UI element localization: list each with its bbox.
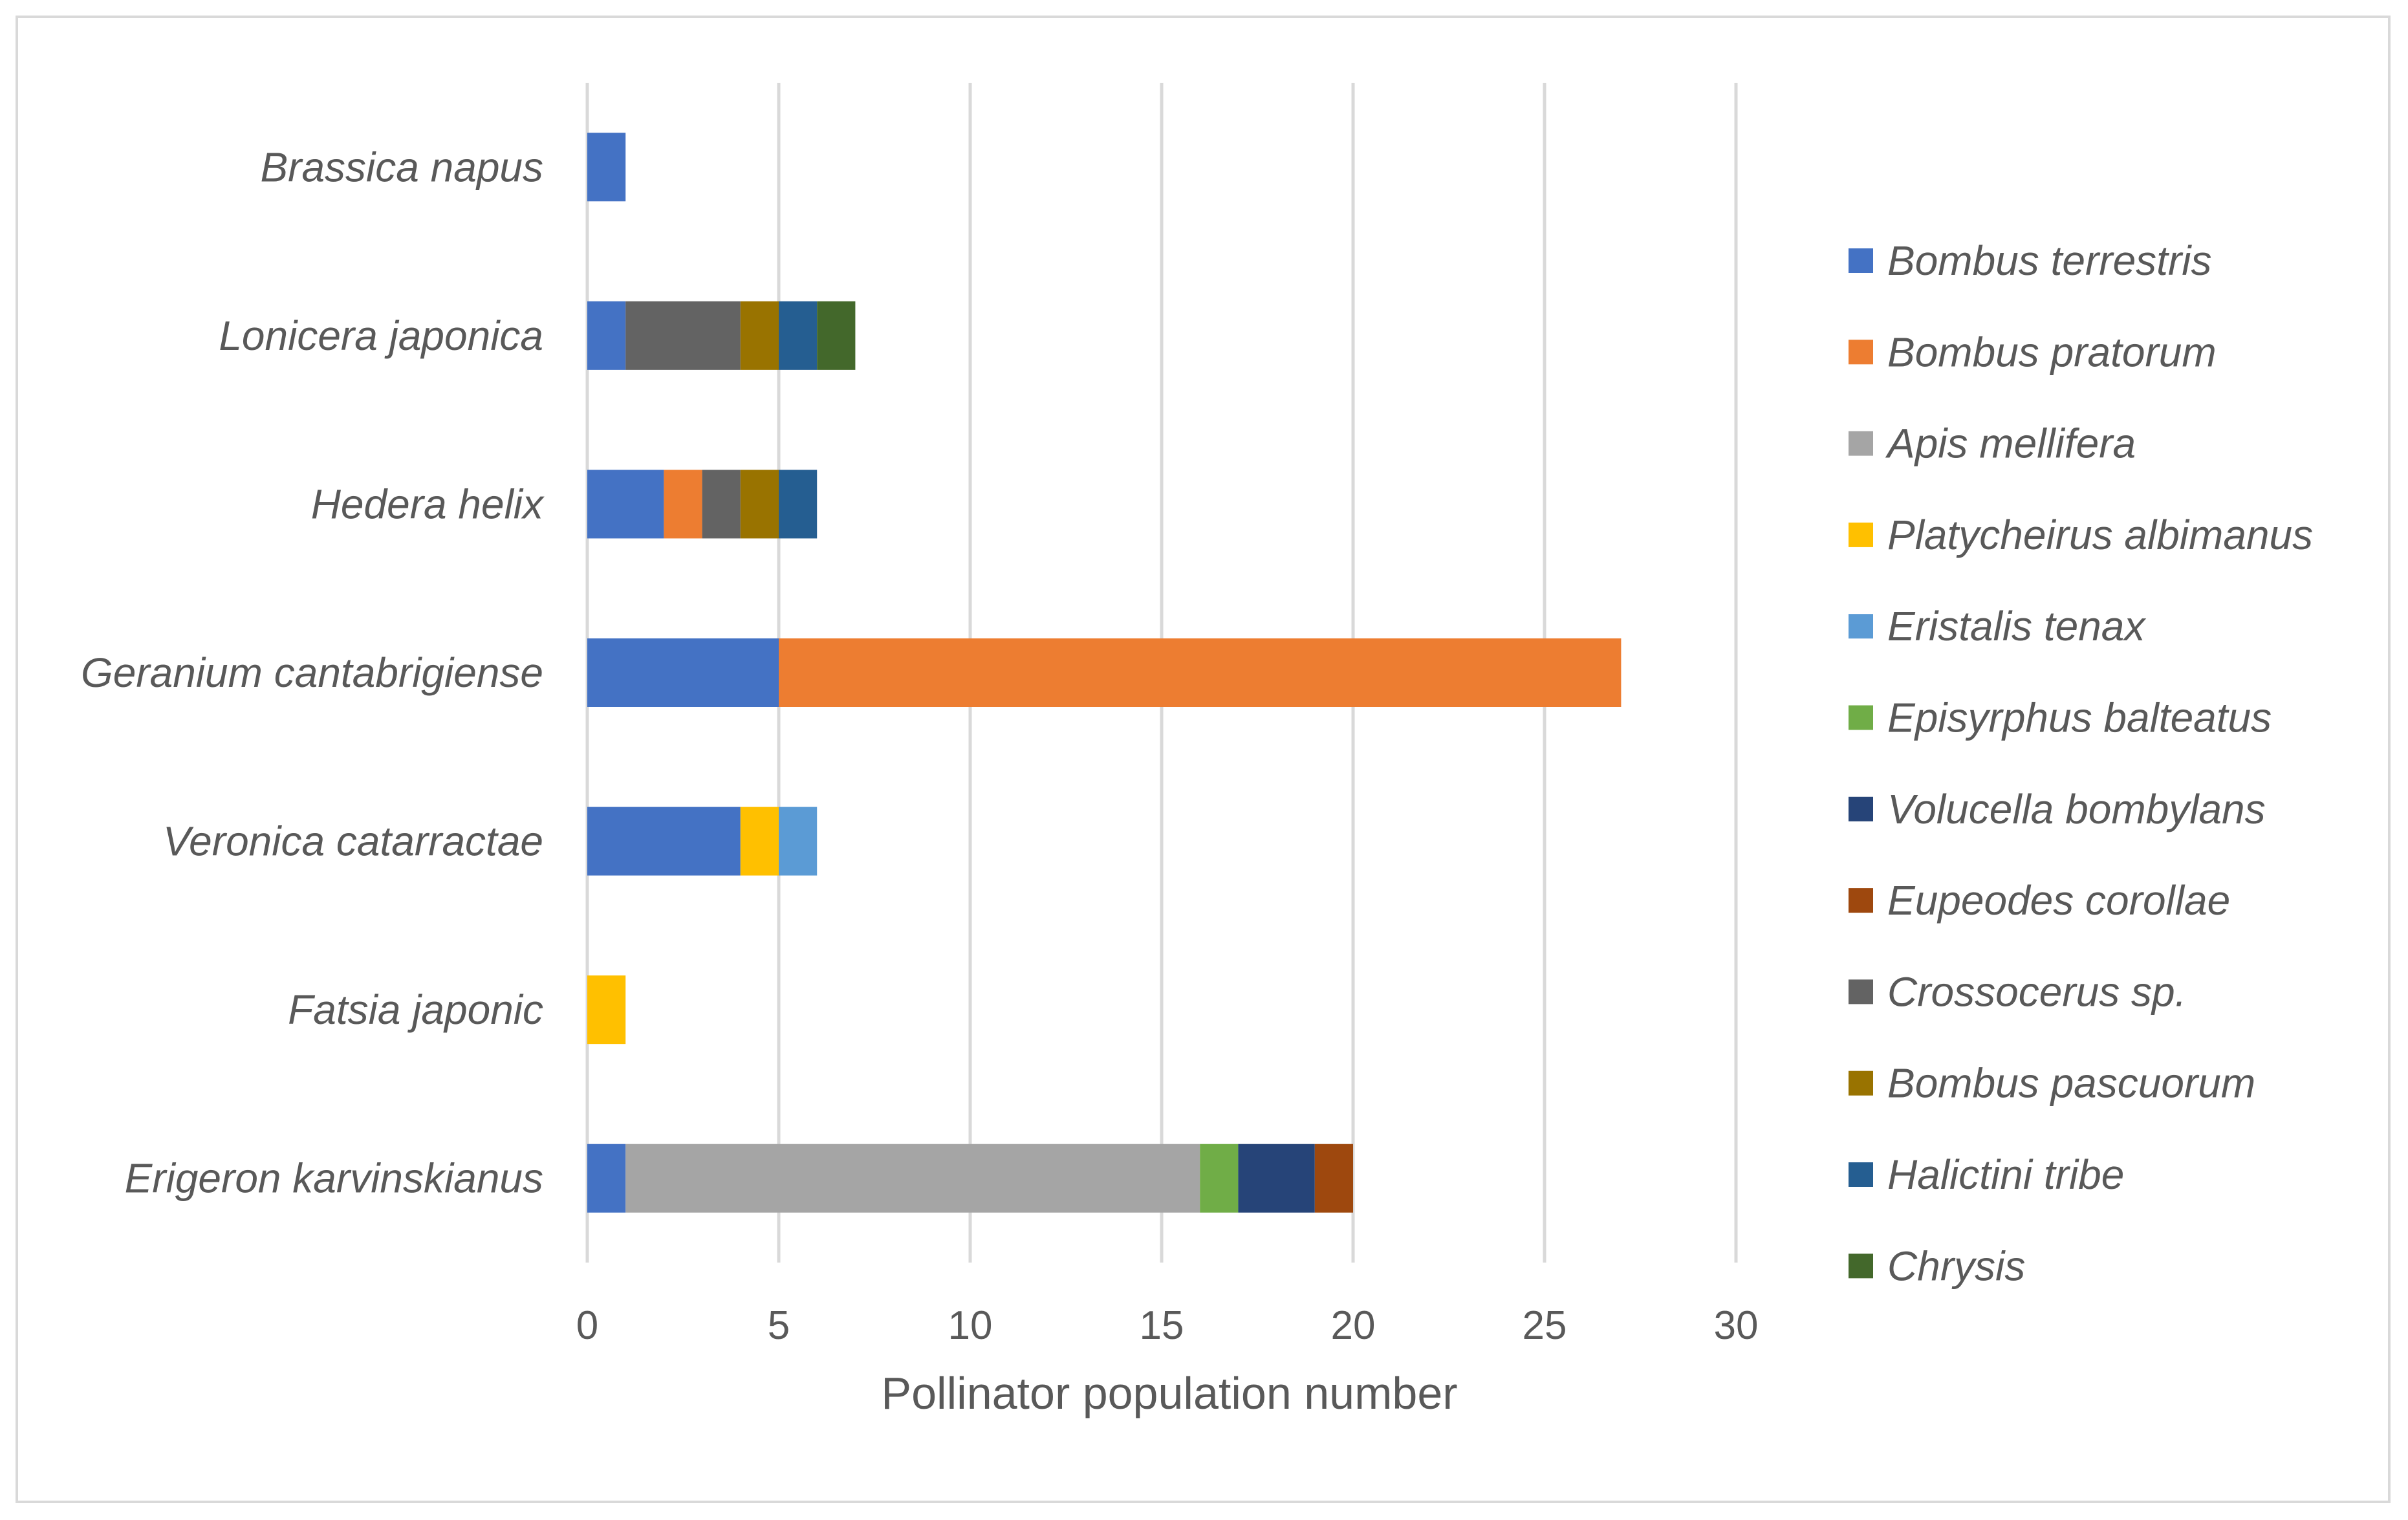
bar-segment-halictini-tribe-5	[779, 301, 818, 370]
legend-label: Bombus pratorum	[1887, 329, 2217, 375]
x-tick-label-10: 10	[948, 1303, 993, 1348]
legend-label: Eupeodes corollae	[1887, 877, 2230, 924]
legend-label: Halictini tribe	[1887, 1151, 2124, 1198]
legend-swatch	[1849, 431, 1873, 456]
legend-label: Episyrphus balteatus	[1887, 695, 2272, 741]
bar-segment-platycheirus-albimanus-1	[587, 975, 626, 1045]
bar-segment-bombus-terrestris-4	[587, 470, 664, 539]
category-label: Veronica catarractae	[163, 818, 543, 865]
chart-frame: Erigeron karvinskianus Fatsia japonic Vero…	[16, 16, 2391, 1503]
bar-segment-halictini-tribe-4	[779, 470, 818, 539]
legend-label: Crossocerus sp.	[1887, 968, 2186, 1015]
category-label: Fatsia japonic	[288, 986, 543, 1033]
bar-segment-bombus-terrestris-6	[587, 133, 626, 202]
legend-swatch	[1849, 340, 1873, 365]
legend-swatch	[1849, 522, 1873, 547]
bar-segment-apis-mellifera-0	[625, 1144, 1200, 1213]
legend-label: Apis mellifera	[1885, 420, 2136, 467]
legend-swatch	[1849, 248, 1873, 273]
x-tick-label-25: 25	[1523, 1303, 1567, 1348]
bar-segment-crossocerus-sp--4	[702, 470, 741, 539]
bar-segment-platycheirus-albimanus-2	[740, 807, 779, 876]
legend-swatch	[1849, 1162, 1873, 1187]
legend-swatch	[1849, 1070, 1873, 1096]
legend-label: Bombus pascuorum	[1887, 1060, 2255, 1107]
bar-segment-volucella-bombylans-0	[1238, 1144, 1315, 1213]
legend-label: Bombus terrestris	[1887, 237, 2211, 284]
bar-segment-episyrphus-balteatus-0	[1200, 1144, 1239, 1213]
legend-swatch	[1849, 614, 1873, 639]
legend-swatch	[1849, 888, 1873, 913]
bar-segment-eristalis-tenax-2	[779, 807, 818, 876]
bar-segment-eupeodes-corollae-0	[1314, 1144, 1353, 1213]
legend-swatch	[1849, 796, 1873, 821]
bar-segment-bombus-terrestris-2	[587, 807, 741, 876]
x-tick-label-5: 5	[768, 1303, 790, 1348]
bars	[587, 133, 1622, 1213]
bar-segment-bombus-pratorum-3	[779, 638, 1622, 707]
bar-segment-bombus-pratorum-4	[664, 470, 702, 539]
legend: Bombus terrestris Bombus pratorum Apis mel…	[1849, 237, 2313, 1289]
stacked-bar-chart: Erigeron karvinskianus Fatsia japonic Vero…	[81, 83, 2313, 1418]
legend-label: Volucella bombylans	[1887, 786, 2266, 832]
category-label: Geranium cantabrigiense	[81, 649, 543, 696]
category-label: Erigeron karvinskianus	[125, 1155, 543, 1202]
x-tick-label-30: 30	[1714, 1303, 1759, 1348]
x-tick-label-15: 15	[1140, 1303, 1184, 1348]
x-tick-labels: 0 5 10 15 20 25 30	[576, 1303, 1759, 1348]
legend-label: Eristalis tenax	[1887, 603, 2146, 649]
bar-segment-crossocerus-sp--5	[625, 301, 741, 370]
x-axis-title: Pollinator population number	[881, 1368, 1457, 1418]
legend-swatch	[1849, 705, 1873, 730]
legend-label: Platycheirus albimanus	[1887, 512, 2313, 558]
category-labels: Erigeron karvinskianus Fatsia japonic Vero…	[81, 144, 545, 1201]
bar-segment-bombus-pascuorum-5	[740, 301, 779, 370]
bar-segment-chrysis-5	[817, 301, 856, 370]
category-label: Hedera helix	[311, 481, 545, 527]
bar-segment-bombus-terrestris-0	[587, 1144, 626, 1213]
legend-swatch	[1849, 1254, 1873, 1279]
legend-label: Chrysis	[1887, 1243, 2025, 1289]
legend-swatch	[1849, 979, 1873, 1004]
category-label: Lonicera japonica	[219, 312, 543, 359]
bar-segment-bombus-terrestris-3	[587, 638, 779, 707]
x-tick-label-20: 20	[1331, 1303, 1376, 1348]
category-label: Brassica napus	[260, 144, 543, 190]
bar-segment-bombus-pascuorum-4	[740, 470, 779, 539]
bar-segment-bombus-terrestris-5	[587, 301, 626, 370]
x-tick-label-0: 0	[576, 1303, 598, 1348]
